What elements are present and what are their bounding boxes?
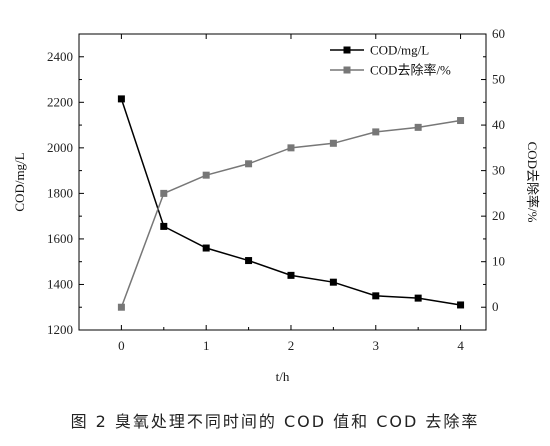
data-point-series-1: [287, 271, 295, 279]
y-right-tick-label: 30: [492, 163, 505, 178]
x-tick-label: 4: [457, 338, 464, 353]
y-left-axis-title: COD/mg/L: [12, 152, 27, 211]
y-left-tick-label: 1400: [47, 276, 73, 291]
data-point-series-1: [372, 292, 380, 300]
data-point-series-1: [160, 222, 168, 230]
y-left-tick-label: 1200: [47, 322, 73, 337]
legend-marker-2: [343, 66, 351, 74]
y-right-tick-label: 20: [492, 208, 505, 223]
chart: 0 1 2 3 4 1200 1400 1600 1800 2000 2200 2400 0 10 20 30…: [12, 26, 540, 384]
y-right-tick-label: 0: [492, 299, 499, 314]
legend-label-2: COD去除率/%: [370, 63, 451, 78]
plot-frame: [78, 33, 487, 331]
data-point-series-2: [117, 303, 125, 311]
data-point-series-1: [457, 301, 465, 309]
y-right-tick-label: 10: [492, 254, 505, 269]
y-left-tick-label: 2000: [47, 140, 73, 155]
x-tick-label: 1: [203, 338, 210, 353]
data-point-series-1: [245, 257, 253, 265]
legend-marker-1: [343, 46, 351, 54]
data-point-series-1: [117, 95, 125, 103]
y-right-tick-label: 60: [492, 26, 505, 41]
data-point-series-1: [329, 278, 337, 286]
data-point-series-2: [414, 123, 422, 131]
data-point-series-2: [202, 171, 210, 179]
chart-svg: 0 1 2 3 4 1200 1400 1600 1800 2000 2200 2400 0 10 20 30…: [12, 26, 540, 384]
data-point-series-1: [414, 294, 422, 302]
data-point-series-2: [287, 144, 295, 152]
x-tick-label: 0: [118, 338, 125, 353]
y-left-tick-label: 2200: [47, 94, 73, 109]
data-point-series-2: [160, 189, 168, 197]
legend-label-1: COD/mg/L: [370, 43, 429, 58]
x-tick-label: 2: [288, 338, 295, 353]
data-point-series-1: [202, 244, 210, 252]
data-point-series-2: [329, 139, 337, 147]
y-right-axis-title: COD去除率/%: [525, 142, 540, 223]
y-left-tick-label: 2400: [47, 49, 73, 64]
x-axis-title: t/h: [276, 369, 290, 384]
y-right-tick-label: 40: [492, 117, 505, 132]
y-right-tick-label: 50: [492, 72, 505, 87]
y-left-tick-label: 1800: [47, 185, 73, 200]
data-point-series-2: [372, 128, 380, 136]
figure-caption: 图 2 臭氧处理不同时间的 COD 值和 COD 去除率: [70, 412, 480, 431]
data-point-series-2: [245, 160, 253, 168]
data-point-series-2: [457, 117, 465, 125]
y-left-tick-label: 1600: [47, 231, 73, 246]
x-tick-label: 3: [373, 338, 380, 353]
